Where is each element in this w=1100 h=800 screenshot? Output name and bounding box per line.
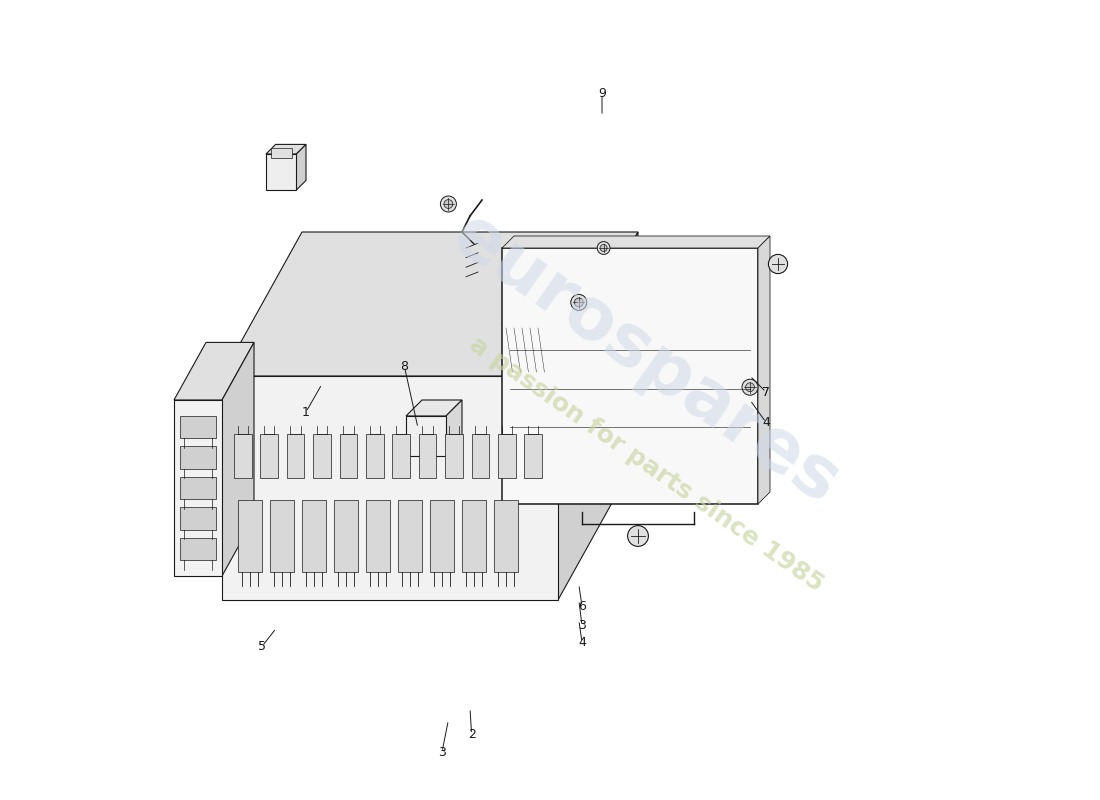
Bar: [502, 324, 550, 376]
Text: 3: 3: [438, 746, 446, 758]
Text: 4: 4: [579, 636, 586, 649]
Bar: [180, 477, 216, 499]
Circle shape: [601, 245, 607, 251]
Bar: [340, 434, 358, 478]
Bar: [270, 500, 294, 572]
Polygon shape: [222, 376, 558, 600]
Text: 3: 3: [579, 619, 586, 632]
Bar: [446, 434, 463, 478]
Polygon shape: [296, 144, 306, 190]
Circle shape: [440, 196, 456, 212]
Polygon shape: [222, 342, 254, 576]
Text: 4: 4: [762, 416, 770, 429]
Polygon shape: [174, 342, 254, 400]
Polygon shape: [758, 236, 770, 504]
Bar: [419, 434, 437, 478]
Bar: [180, 507, 216, 530]
Bar: [472, 434, 490, 478]
Text: 7: 7: [762, 386, 770, 398]
Text: 1: 1: [302, 406, 310, 418]
Bar: [238, 500, 262, 572]
Text: 9: 9: [598, 87, 606, 100]
Polygon shape: [502, 266, 582, 324]
Bar: [498, 434, 516, 478]
Polygon shape: [558, 232, 638, 600]
Bar: [180, 416, 216, 438]
Text: 6: 6: [579, 600, 586, 613]
Text: 8: 8: [400, 360, 408, 373]
Bar: [180, 538, 216, 560]
Text: 5: 5: [258, 640, 266, 653]
Text: 2: 2: [468, 728, 475, 741]
Circle shape: [742, 379, 758, 395]
Bar: [261, 434, 278, 478]
Polygon shape: [446, 400, 462, 456]
Circle shape: [628, 526, 648, 546]
Bar: [287, 434, 305, 478]
Bar: [271, 149, 292, 158]
Text: eurospares: eurospares: [439, 201, 852, 519]
Bar: [398, 500, 422, 572]
Polygon shape: [502, 236, 770, 248]
Bar: [266, 154, 296, 190]
Bar: [334, 500, 358, 572]
Bar: [406, 416, 446, 456]
Bar: [393, 434, 410, 478]
Text: a passion for parts since 1985: a passion for parts since 1985: [464, 332, 827, 596]
Polygon shape: [550, 266, 582, 376]
Polygon shape: [406, 400, 462, 416]
Bar: [598, 274, 642, 304]
Bar: [302, 500, 326, 572]
Polygon shape: [222, 232, 638, 376]
Bar: [494, 500, 518, 572]
Bar: [314, 434, 331, 478]
Bar: [462, 500, 486, 572]
Bar: [525, 434, 542, 478]
Bar: [366, 434, 384, 478]
Circle shape: [746, 383, 755, 391]
Circle shape: [769, 254, 788, 274]
Bar: [430, 500, 454, 572]
Polygon shape: [266, 144, 306, 154]
Bar: [366, 500, 390, 572]
Bar: [180, 446, 216, 469]
Bar: [234, 434, 252, 478]
Circle shape: [444, 199, 453, 208]
Circle shape: [574, 298, 583, 306]
Circle shape: [597, 242, 611, 254]
Polygon shape: [174, 400, 222, 576]
Bar: [502, 248, 758, 504]
Circle shape: [571, 294, 586, 310]
